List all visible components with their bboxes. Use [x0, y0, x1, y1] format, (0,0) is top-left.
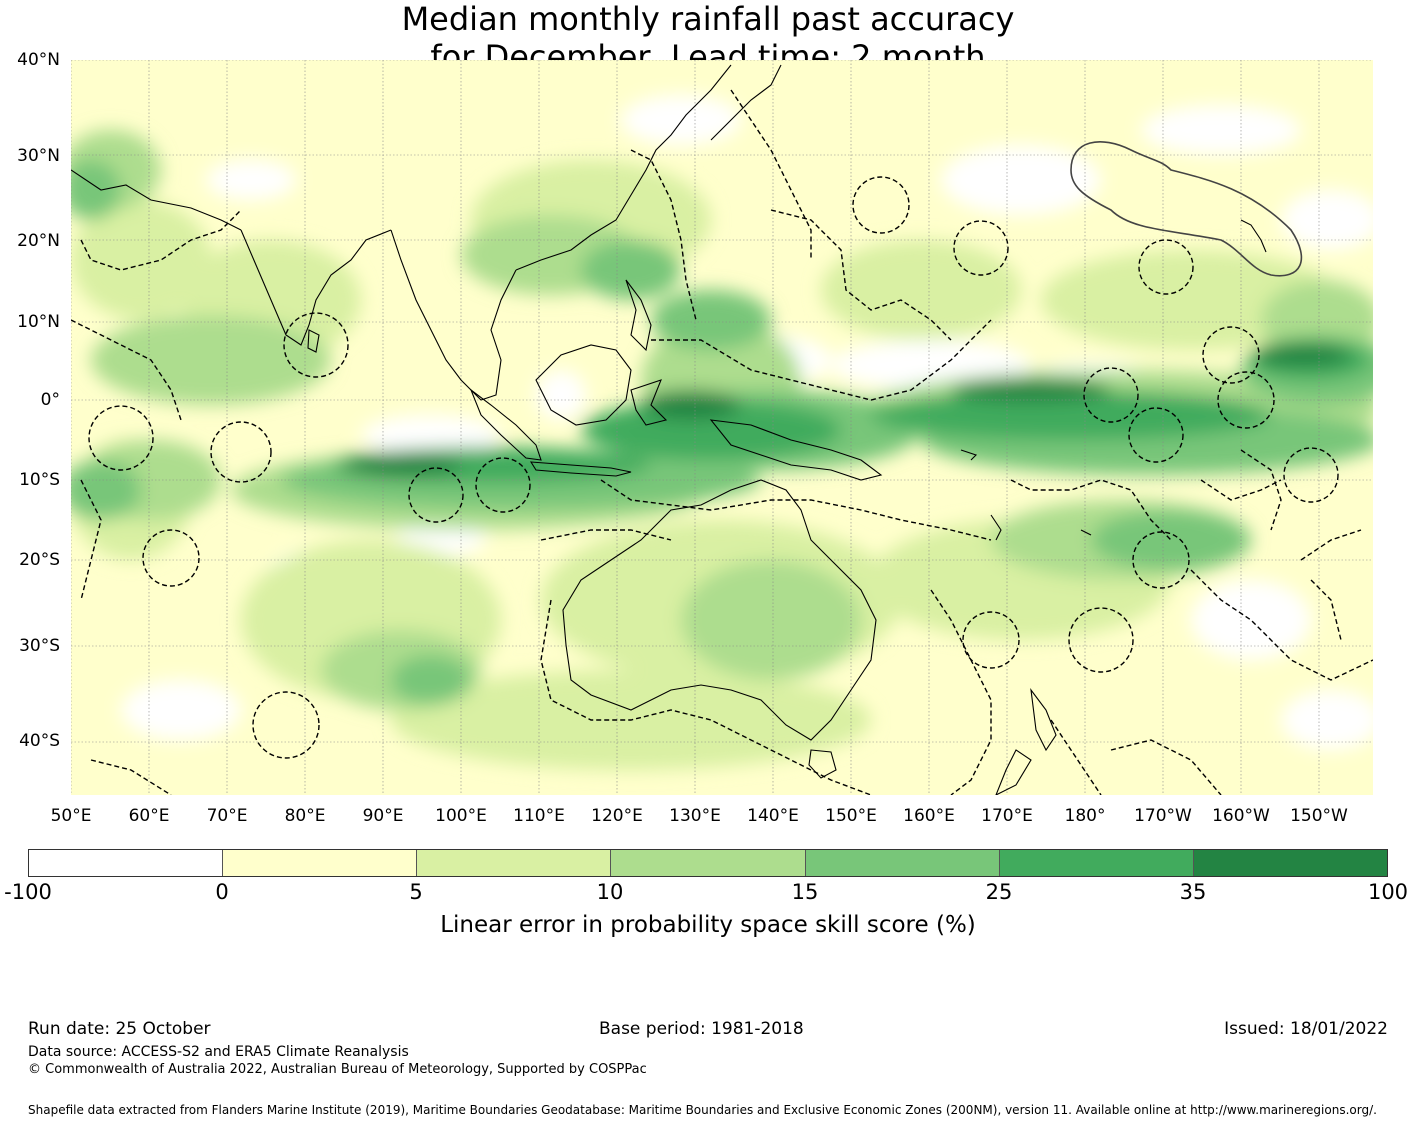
- lon-label-50e: 50°E: [50, 806, 92, 826]
- colorbar-tick: 15: [791, 880, 819, 904]
- colorbar-segment: [29, 850, 224, 876]
- lat-label-40n: 40°N: [17, 50, 60, 70]
- lat-label-30s: 30°S: [19, 636, 60, 656]
- colorbar-tick: 100: [1367, 880, 1409, 904]
- map-title-line1: Median monthly rainfall past accuracy: [401, 0, 1015, 38]
- data-source: Data source: ACCESS-S2 and ERA5 Climate …: [28, 1044, 409, 1060]
- lon-label-100e: 100°E: [435, 806, 487, 826]
- colorbar-segment: [223, 850, 418, 876]
- lon-label-160e: 160°E: [903, 806, 955, 826]
- colorbar-tick: -100: [4, 880, 52, 904]
- base-period: Base period: 1981-2018: [599, 1019, 804, 1039]
- issued-date: Issued: 18/01/2022: [1224, 1019, 1388, 1039]
- lat-label-20s: 20°S: [19, 550, 60, 570]
- lat-label-10s: 10°S: [19, 470, 60, 490]
- lon-label-170w: 170°W: [1134, 806, 1192, 826]
- lon-label-130e: 130°E: [669, 806, 721, 826]
- colorbar-segment: [805, 850, 1000, 876]
- hawaii-eez-outline: [1070, 141, 1303, 277]
- lon-label-70e: 70°E: [206, 806, 248, 826]
- coastlines: [71, 64, 1267, 795]
- colorbar-tick: 10: [596, 880, 624, 904]
- lon-label-110e: 110°E: [513, 806, 565, 826]
- lon-label-120e: 120°E: [591, 806, 643, 826]
- map-canvas: [71, 60, 1373, 795]
- lon-label-90e: 90°E: [362, 806, 404, 826]
- copyright: © Commonwealth of Australia 2022, Austra…: [28, 1062, 647, 1077]
- skill-score-map: [71, 60, 1373, 795]
- lat-label-equator: 0°: [40, 390, 60, 410]
- lon-label-80e: 80°E: [284, 806, 326, 826]
- colorbar-segment: [417, 850, 612, 876]
- colorbar-tick: 25: [985, 880, 1013, 904]
- colorbar-segment: [999, 850, 1194, 876]
- lon-label-180: 180°: [1064, 806, 1106, 826]
- lon-label-140e: 140°E: [747, 806, 799, 826]
- run-date: Run date: 25 October: [28, 1019, 211, 1039]
- colorbar-segment: [611, 850, 806, 876]
- colorbar-segment: [1193, 850, 1387, 876]
- graticule: [71, 60, 1373, 795]
- lat-label-40s: 40°S: [19, 731, 60, 751]
- lat-label-10n: 10°N: [17, 312, 60, 332]
- lon-label-60e: 60°E: [128, 806, 170, 826]
- colorbar-label: Linear error in probability space skill …: [440, 912, 976, 938]
- colorbar-tick: 35: [1179, 880, 1207, 904]
- colorbar: [28, 849, 1388, 877]
- lon-label-170e: 170°E: [981, 806, 1033, 826]
- lat-label-30n: 30°N: [17, 146, 60, 166]
- colorbar-tick: 0: [215, 880, 229, 904]
- lon-label-160w: 160°W: [1212, 806, 1270, 826]
- lon-label-150w: 150°W: [1290, 806, 1348, 826]
- lat-label-20n: 20°N: [17, 231, 60, 251]
- colorbar-tick: 5: [409, 880, 423, 904]
- lon-label-150e: 150°E: [825, 806, 877, 826]
- eez-boundaries: [71, 89, 1373, 795]
- shapefile-credit: Shapefile data extracted from Flanders M…: [28, 1103, 1377, 1117]
- skill-shading: [71, 95, 1373, 770]
